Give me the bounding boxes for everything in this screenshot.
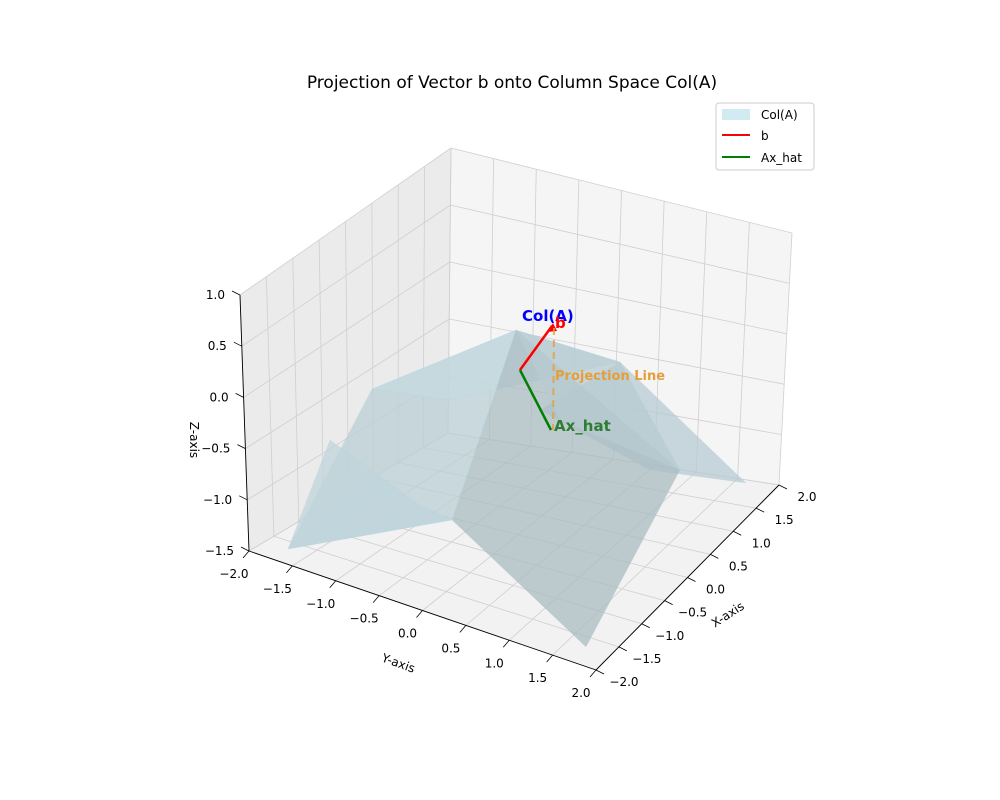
y-tick — [329, 580, 337, 589]
z-tick-label: −1.0 — [203, 493, 232, 507]
legend-label-ax-hat: Ax_hat — [761, 151, 802, 165]
x-tick — [733, 530, 742, 536]
x-tick — [618, 646, 628, 652]
y-tick — [372, 595, 380, 603]
x-tick — [641, 623, 650, 629]
z-tick-label: −1.5 — [205, 544, 234, 558]
z-tick — [240, 546, 250, 552]
x-tick-label: 0.0 — [706, 583, 725, 597]
grid-line-z-wall — [449, 261, 787, 335]
z-tick — [237, 444, 246, 449]
y-tick-label: 1.5 — [528, 671, 547, 685]
z-tick-label: 1.0 — [206, 288, 225, 302]
y-tick — [459, 625, 467, 633]
grid-line-z-wall — [243, 261, 451, 398]
legend-label-col-a: Col(A) — [761, 108, 798, 122]
axis-ticks: −2.0−1.5−1.0−0.50.00.51.01.52.0−2.0−1.5−… — [201, 288, 816, 700]
y-tick-label: −1.5 — [263, 582, 292, 596]
projection-line — [552, 327, 555, 431]
z-axis-line — [239, 294, 250, 552]
annotation-projection-line: Projection Line — [555, 369, 665, 384]
x-tick-label: −0.5 — [678, 606, 707, 620]
x-tick — [755, 507, 765, 513]
grid-line-x-wall — [265, 276, 275, 537]
y-tick-label: 0.5 — [441, 641, 460, 655]
y-tick — [502, 639, 510, 648]
z-tick — [231, 290, 241, 296]
x-tick — [595, 669, 605, 675]
y-tick-label: −1.0 — [306, 597, 335, 611]
annotations: Col(A)b Projection Line Ax_hat — [522, 307, 665, 435]
y-tick-label: 0.0 — [398, 627, 417, 641]
y-tick — [286, 565, 293, 574]
x-tick — [710, 554, 719, 559]
y-tick — [242, 550, 250, 559]
z-axis-label: Z-axis — [187, 422, 201, 458]
x-tick-label: −1.0 — [655, 629, 684, 643]
legend: Col(A) b Ax_hat — [715, 102, 815, 171]
x-tick-label: −2.0 — [609, 675, 638, 689]
x-tick-label: 2.0 — [797, 490, 816, 504]
vector-ax-hat — [518, 369, 553, 431]
legend-label-b: b — [761, 129, 769, 143]
y-tick-label: 2.0 — [571, 686, 590, 700]
x-tick-label: 1.0 — [752, 536, 771, 550]
y-axis-label: Y-axis — [379, 650, 417, 675]
x-tick — [778, 484, 788, 490]
x-tick-label: 1.5 — [775, 513, 794, 527]
grid-line-z-wall — [449, 318, 785, 385]
z-tick-label: −0.5 — [201, 442, 230, 456]
annotation-b: b — [555, 314, 566, 332]
annotation-col-a: Col(A) — [522, 307, 574, 325]
grid-line-z-wall — [245, 318, 450, 449]
z-tick — [233, 341, 242, 347]
y-tick-label: −0.5 — [350, 612, 379, 626]
y-tick-label: 1.0 — [485, 656, 504, 670]
y-tick — [589, 669, 597, 678]
surface-facet — [287, 439, 453, 550]
x-tick-label: −1.5 — [632, 652, 661, 666]
x-axis-label: X-axis — [709, 599, 747, 630]
y-tick — [416, 610, 423, 618]
legend-swatch-col-a — [722, 109, 750, 120]
x-tick — [664, 600, 673, 605]
z-tick-label: 0.5 — [208, 339, 227, 353]
x-tick-label: 0.5 — [729, 559, 748, 573]
grid-line-z-wall — [450, 204, 790, 284]
y-tick — [546, 654, 553, 663]
grid-line-z-wall — [450, 147, 793, 234]
z-tick — [239, 495, 248, 501]
chart-title: Projection of Vector b onto Column Space… — [307, 73, 717, 93]
x-tick — [687, 577, 696, 582]
vector-b — [518, 325, 554, 371]
grid-line-z-wall — [239, 147, 452, 296]
surface-col-a — [287, 329, 747, 648]
grid-line-z-wall — [241, 204, 451, 347]
z-tick — [235, 393, 244, 398]
y-tick-label: −2.0 — [219, 567, 248, 581]
grid-line-y-wall — [778, 232, 793, 486]
grid-line-y-wall — [737, 222, 750, 479]
annotation-ax-hat: Ax_hat — [554, 417, 611, 435]
grid-line-y-wall — [695, 211, 708, 473]
surface-facet — [515, 329, 681, 471]
grid-line-x-wall — [292, 258, 300, 522]
z-tick-label: 0.0 — [210, 390, 229, 404]
vectors — [518, 323, 557, 431]
